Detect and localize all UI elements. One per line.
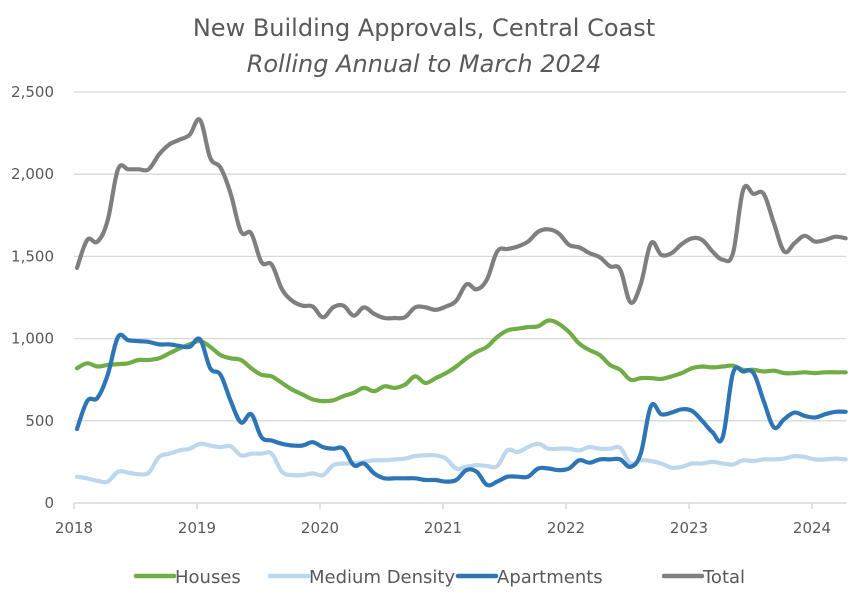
legend: Houses Medium Density Apartments Total (133, 567, 745, 588)
y-tick-label: 2,000 (11, 165, 54, 183)
series-lines (74, 117, 848, 488)
y-axis-ticks: 0 500 1,000 1,500 2,000 2,500 (11, 83, 54, 512)
x-axis-ticks: 2018 2019 2020 2021 2022 2023 2024 (55, 503, 831, 537)
legend-item-medium-density: Medium Density (267, 567, 455, 588)
x-tick-label: 2018 (55, 519, 93, 537)
legend-label: Apartments (497, 567, 603, 588)
x-tick-label: 2024 (793, 519, 831, 537)
legend-label: Medium Density (309, 567, 455, 588)
x-tick-label: 2022 (547, 519, 585, 537)
x-tick-label: 2019 (178, 519, 216, 537)
series-total-line (74, 117, 848, 321)
legend-label: Total (702, 567, 745, 588)
chart-subtitle: Rolling Annual to March 2024 (247, 50, 602, 78)
legend-item-apartments: Apartments (455, 567, 603, 588)
x-tick-label: 2020 (301, 519, 339, 537)
legend-label: Houses (175, 567, 241, 588)
y-tick-label: 2,500 (11, 83, 54, 101)
x-tick-label: 2021 (424, 519, 462, 537)
gridlines (74, 91, 846, 504)
series-houses-line (74, 318, 848, 404)
y-tick-label: 1,000 (11, 330, 54, 348)
y-tick-label: 500 (25, 412, 54, 430)
y-tick-label: 0 (44, 494, 54, 512)
series-medium-density-line (74, 441, 848, 485)
x-tick-label: 2023 (670, 519, 708, 537)
series-apartments-line (74, 332, 848, 488)
legend-item-total: Total (661, 567, 745, 588)
legend-item-houses: Houses (133, 567, 241, 588)
chart-title: New Building Approvals, Central Coast (193, 14, 655, 42)
y-tick-label: 1,500 (11, 247, 54, 265)
